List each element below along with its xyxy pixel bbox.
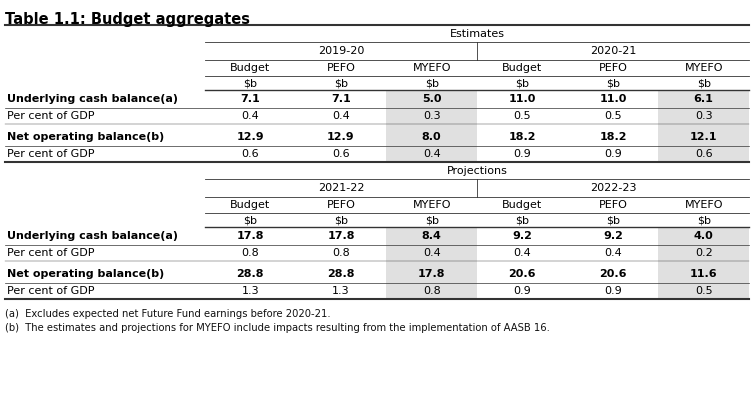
Text: 0.9: 0.9 (513, 286, 532, 296)
Text: 0.4: 0.4 (241, 111, 259, 121)
Text: 0.9: 0.9 (513, 149, 532, 159)
Text: $b: $b (425, 78, 439, 88)
Text: 0.5: 0.5 (513, 111, 531, 121)
Text: 7.1: 7.1 (241, 94, 260, 104)
Text: 0.6: 0.6 (241, 149, 259, 159)
Text: MYEFO: MYEFO (412, 63, 451, 73)
Text: 8.0: 8.0 (421, 132, 442, 142)
Text: 7.1: 7.1 (331, 94, 351, 104)
Text: 18.2: 18.2 (509, 132, 536, 142)
Text: 0.3: 0.3 (695, 111, 713, 121)
Text: Budget: Budget (230, 63, 271, 73)
Text: 17.8: 17.8 (237, 231, 264, 241)
Text: MYEFO: MYEFO (685, 63, 723, 73)
Text: 0.8: 0.8 (241, 248, 259, 258)
Text: Net operating balance(b): Net operating balance(b) (7, 132, 164, 142)
Text: 0.6: 0.6 (333, 149, 350, 159)
Text: Budget: Budget (230, 200, 271, 210)
Text: 2020-21: 2020-21 (590, 46, 636, 56)
Text: $b: $b (515, 215, 529, 225)
Bar (386, 90, 477, 162)
Text: 0.6: 0.6 (695, 149, 713, 159)
Text: 0.9: 0.9 (604, 149, 622, 159)
Text: 11.6: 11.6 (690, 269, 718, 279)
Bar (658, 90, 749, 162)
Text: Net operating balance(b): Net operating balance(b) (7, 269, 164, 279)
Text: 5.0: 5.0 (422, 94, 441, 104)
Text: Per cent of GDP: Per cent of GDP (7, 286, 94, 296)
Text: 9.2: 9.2 (603, 231, 623, 241)
Text: 20.6: 20.6 (599, 269, 627, 279)
Text: 28.8: 28.8 (327, 269, 354, 279)
Text: Projections: Projections (446, 166, 507, 176)
Text: $b: $b (334, 215, 348, 225)
Text: 2021-22: 2021-22 (317, 183, 364, 193)
Text: 0.8: 0.8 (423, 286, 440, 296)
Text: 17.8: 17.8 (327, 231, 354, 241)
Text: 0.9: 0.9 (604, 286, 622, 296)
Text: $b: $b (244, 215, 257, 225)
Bar (658, 227, 749, 299)
Text: 0.4: 0.4 (604, 248, 622, 258)
Text: 9.2: 9.2 (513, 231, 532, 241)
Text: $b: $b (244, 78, 257, 88)
Text: 0.4: 0.4 (423, 149, 440, 159)
Text: 0.4: 0.4 (423, 248, 440, 258)
Text: $b: $b (334, 78, 348, 88)
Text: 0.4: 0.4 (332, 111, 350, 121)
Text: 4.0: 4.0 (694, 231, 713, 241)
Text: Estimates: Estimates (449, 28, 504, 38)
Text: 18.2: 18.2 (599, 132, 627, 142)
Text: 20.6: 20.6 (509, 269, 536, 279)
Text: 0.5: 0.5 (604, 111, 622, 121)
Text: PEFO: PEFO (599, 200, 627, 210)
Text: PEFO: PEFO (599, 63, 627, 73)
Text: $b: $b (515, 78, 529, 88)
Text: 28.8: 28.8 (237, 269, 264, 279)
Text: 11.0: 11.0 (599, 94, 627, 104)
Text: 12.9: 12.9 (237, 132, 264, 142)
Text: MYEFO: MYEFO (412, 200, 451, 210)
Text: (a)  Excludes expected net Future Fund earnings before 2020-21.: (a) Excludes expected net Future Fund ea… (5, 309, 330, 319)
Text: Table 1.1: Budget aggregates: Table 1.1: Budget aggregates (5, 12, 250, 27)
Text: 1.3: 1.3 (241, 286, 259, 296)
Text: Underlying cash balance(a): Underlying cash balance(a) (7, 231, 178, 241)
Text: 0.5: 0.5 (695, 286, 713, 296)
Text: (b)  The estimates and projections for MYEFO include impacts resulting from the : (b) The estimates and projections for MY… (5, 323, 550, 333)
Text: 12.9: 12.9 (327, 132, 355, 142)
Text: 8.4: 8.4 (421, 231, 442, 241)
Text: Per cent of GDP: Per cent of GDP (7, 149, 94, 159)
Text: Budget: Budget (502, 63, 542, 73)
Text: 0.8: 0.8 (332, 248, 350, 258)
Text: 1.3: 1.3 (333, 286, 350, 296)
Text: 12.1: 12.1 (690, 132, 717, 142)
Text: PEFO: PEFO (326, 200, 355, 210)
Text: Per cent of GDP: Per cent of GDP (7, 111, 94, 121)
Text: $b: $b (606, 215, 620, 225)
Text: $b: $b (425, 215, 439, 225)
Text: 0.4: 0.4 (513, 248, 532, 258)
Text: 17.8: 17.8 (418, 269, 446, 279)
Text: Per cent of GDP: Per cent of GDP (7, 248, 94, 258)
Text: PEFO: PEFO (326, 63, 355, 73)
Text: $b: $b (697, 78, 711, 88)
Text: 11.0: 11.0 (509, 94, 536, 104)
Text: 0.3: 0.3 (423, 111, 440, 121)
Text: $b: $b (606, 78, 620, 88)
Text: 2019-20: 2019-20 (318, 46, 364, 56)
Text: 2022-23: 2022-23 (590, 183, 636, 193)
Text: 6.1: 6.1 (694, 94, 713, 104)
Text: 0.2: 0.2 (694, 248, 713, 258)
Text: Underlying cash balance(a): Underlying cash balance(a) (7, 94, 178, 104)
Bar (386, 227, 477, 299)
Text: MYEFO: MYEFO (685, 200, 723, 210)
Text: $b: $b (697, 215, 711, 225)
Text: Budget: Budget (502, 200, 542, 210)
